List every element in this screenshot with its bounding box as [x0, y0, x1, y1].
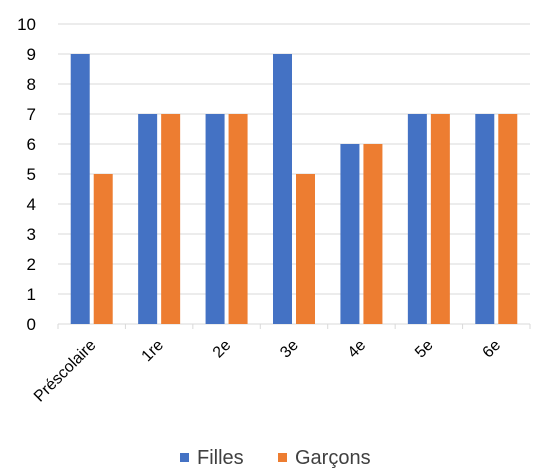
- bar-filles-3: [273, 54, 292, 324]
- bar-gar-ons-6: [498, 114, 518, 324]
- x-tick-label: 1re: [139, 337, 167, 365]
- x-tick-label: 3e: [277, 337, 302, 362]
- x-tick-label: 5e: [412, 337, 437, 362]
- y-tick-label: 9: [27, 45, 36, 64]
- bar-gar-ons-4: [363, 144, 383, 324]
- x-tick-labels: Préscolaire 1re 2e 3e 4e 5e 6e: [31, 337, 504, 406]
- y-tick-label: 0: [27, 315, 36, 334]
- y-tick-label: 7: [27, 105, 36, 124]
- y-tick-labels: 0 1 2 3 4 5 6 7 8 9 10: [17, 15, 36, 334]
- x-tick-label: Préscolaire: [31, 337, 100, 406]
- bar-filles-0: [70, 54, 90, 324]
- y-tick-label: 2: [27, 255, 36, 274]
- bar-gar-ons-5: [430, 114, 450, 324]
- bar-gar-ons-1: [161, 114, 181, 324]
- legend: Filles Garçons: [180, 447, 371, 469]
- bar-filles-6: [475, 114, 495, 324]
- x-tick-label: 4e: [345, 337, 370, 362]
- legend-swatch-gar-ons: [278, 453, 287, 462]
- y-tick-label: 1: [27, 285, 36, 304]
- y-tick-label: 3: [27, 225, 36, 244]
- y-tick-label: 5: [27, 165, 36, 184]
- x-tick-label: 2e: [210, 337, 235, 362]
- y-tick-label: 4: [27, 195, 36, 214]
- bar-gar-ons-0: [93, 174, 113, 324]
- bar-filles-2: [205, 114, 225, 324]
- y-tick-label: 10: [17, 15, 36, 34]
- bar-filles-4: [340, 144, 360, 324]
- bar-filles-5: [407, 114, 427, 324]
- bar-filles-1: [138, 114, 158, 324]
- legend-label-filles: Filles: [197, 447, 244, 469]
- y-tick-label: 6: [27, 135, 36, 154]
- x-axis: [57, 323, 531, 329]
- legend-swatch-filles: [180, 453, 189, 462]
- bar-gar-ons-2: [228, 114, 248, 324]
- bars: [70, 54, 518, 324]
- gridlines: [58, 23, 530, 295]
- bar-gar-ons-3: [296, 174, 315, 324]
- x-tick-label: 6e: [480, 337, 505, 362]
- legend-label-gar-ons: Garçons: [295, 447, 371, 469]
- y-tick-label: 8: [27, 75, 36, 94]
